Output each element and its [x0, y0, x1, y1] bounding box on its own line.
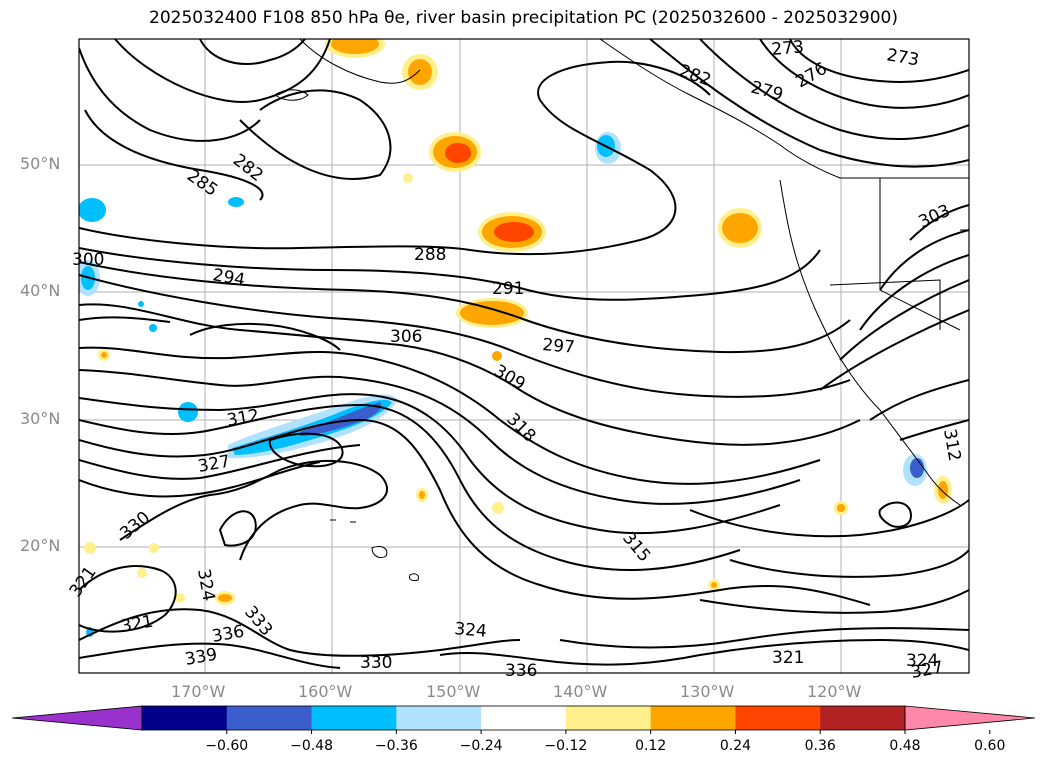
lon-label-160w: 160°W [298, 682, 353, 701]
positive-pc-patch [137, 568, 147, 578]
map-title: 2025032400 F108 850 hPa θe, river basin … [149, 8, 898, 28]
lon-label-170w: 170°W [171, 682, 226, 701]
positive-pc-patch [492, 502, 504, 514]
contour-label: 324 [454, 619, 488, 642]
contour-label: 327 [909, 658, 944, 683]
colorbar-tick-label: 0.12 [635, 738, 667, 754]
colorbar-segment [481, 706, 567, 730]
map-plot-area [79, 39, 969, 673]
colorbar [11, 705, 1036, 734]
negative-pc-patch [178, 402, 198, 422]
negative-pc-patch [149, 324, 157, 332]
positive-pc-patch [218, 594, 232, 602]
contour-label: 273 [771, 37, 805, 60]
colorbar-segment [565, 706, 652, 730]
contour-label: 321 [772, 648, 804, 668]
negative-pc-strong [300, 402, 382, 436]
colorbar-tick-label: −0.24 [459, 738, 503, 754]
colorbar-segment [226, 706, 313, 730]
contour-label: 288 [414, 245, 446, 265]
positive-pc-patch [408, 59, 432, 85]
lat-label-30n: 30°N [20, 409, 61, 428]
colorbar-segment [735, 706, 821, 730]
colorbar-segment [142, 706, 228, 730]
positive-pc-patch [445, 143, 471, 163]
positive-pc-patch [149, 543, 159, 553]
lon-label-150w: 150°W [426, 682, 481, 701]
negative-pc-patch [138, 301, 144, 307]
theta-e-contours [79, 39, 969, 669]
colorbar-tick-label: 0.48 [889, 738, 921, 754]
colorbar-tick-label: 0.60 [974, 738, 1006, 754]
colorbar-segments [11, 705, 1036, 734]
negative-pc-patch [910, 458, 924, 478]
negative-pc-patch [79, 198, 106, 222]
positive-pc-patch [837, 504, 845, 512]
positive-pc-patch [84, 542, 96, 554]
map-border [78, 38, 970, 674]
positive-pc-patch [460, 301, 524, 325]
colorbar-tick-label: −0.36 [374, 738, 418, 754]
colorbar-segment [396, 706, 482, 730]
lat-label-40n: 40°N [20, 281, 61, 300]
positive-pc-patch [938, 481, 948, 499]
colorbar-extend-low [11, 705, 143, 731]
contour-label: 306 [390, 327, 422, 347]
positive-pc-patch [494, 222, 534, 242]
contour-label: 297 [542, 335, 576, 358]
coastlines [274, 39, 969, 582]
colorbar-segment [820, 706, 906, 730]
negative-pc-patch [228, 197, 244, 207]
contour-label: 330 [360, 653, 392, 673]
contour-label: 336 [505, 661, 537, 681]
graticule [79, 39, 969, 673]
colorbar-tick-label: −0.60 [205, 738, 249, 754]
positive-pc-patch [419, 491, 425, 499]
positive-pc-patch [175, 593, 185, 603]
positive-pc-patch [403, 173, 413, 183]
colorbar-segment [311, 706, 397, 730]
lat-label-50n: 50°N [20, 154, 61, 173]
colorbar-tick-label: −0.48 [290, 738, 333, 754]
colorbar-tick-label: 0.36 [804, 738, 836, 754]
contour-label: 291 [492, 279, 524, 299]
contour-label: 300 [72, 250, 104, 270]
lon-label-130w: 130°W [680, 682, 735, 701]
colorbar-segment [650, 706, 736, 730]
lon-label-140w: 140°W [553, 682, 608, 701]
colorbar-tick-label: −0.12 [544, 738, 588, 754]
contour-label: 324 [906, 651, 938, 671]
colorbar-extend-high [904, 705, 1036, 731]
positive-pc-patch [711, 582, 717, 588]
positive-pc-patch [492, 351, 502, 361]
lon-label-120w: 120°W [807, 682, 862, 701]
lat-label-20n: 20°N [20, 536, 61, 555]
colorbar-tick-label: 0.24 [719, 738, 752, 754]
positive-pc-patch [331, 39, 379, 54]
positive-pc-patch [101, 352, 107, 358]
positive-pc-patch [722, 213, 758, 243]
